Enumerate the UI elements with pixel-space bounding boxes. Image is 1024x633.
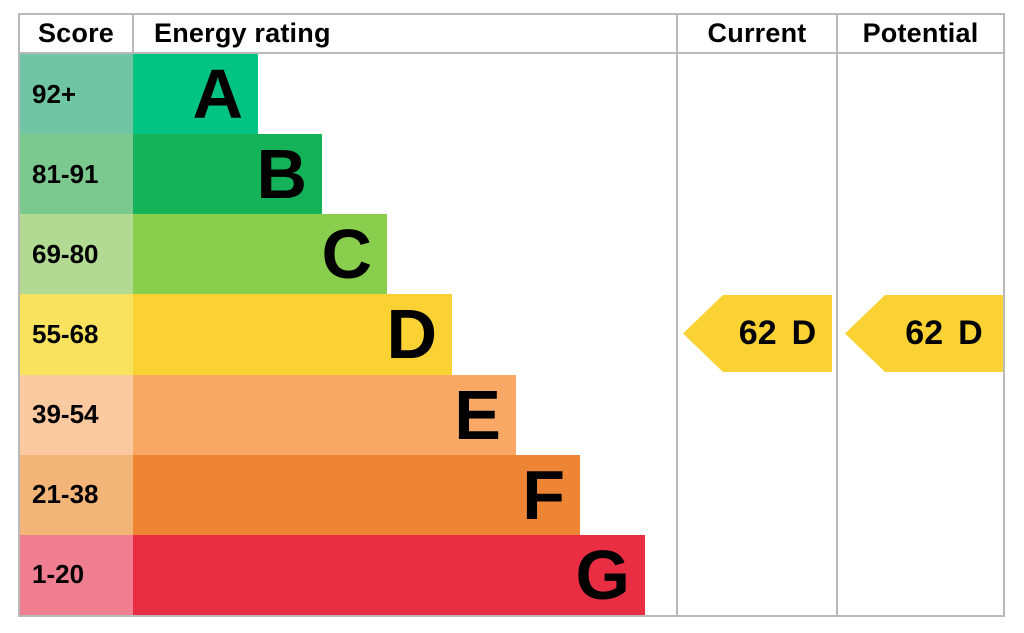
score-range-d: 55-68 [20, 294, 133, 375]
current-rating-letter: D [791, 314, 817, 352]
band-row-g: 1-20 G [20, 534, 676, 615]
score-range-c: 69-80 [20, 214, 133, 295]
header-divider-line [20, 52, 1003, 54]
band-bar-a: A [133, 54, 258, 135]
band-row-d: 55-68 D [20, 294, 676, 375]
potential-column-divider-line [836, 15, 838, 615]
band-row-e: 39-54 E [20, 374, 676, 455]
potential-rating-score: 62 [905, 314, 944, 352]
current-column-divider-line [676, 15, 678, 615]
potential-rating-arrow: 62 D [845, 295, 1003, 372]
score-range-e: 39-54 [20, 374, 133, 455]
band-rows: 92+ A 81-91 B 69-80 C 55-68 D 39-54 E 21… [20, 54, 676, 615]
column-header-energy-rating: Energy rating [154, 18, 331, 48]
band-bar-d: D [133, 294, 452, 375]
current-rating-score: 62 [738, 314, 777, 352]
score-range-a: 92+ [20, 54, 133, 135]
column-header-score: Score [37, 18, 115, 48]
potential-rating-letter: D [958, 314, 983, 352]
epc-table: Score Energy rating Current Potential 92… [18, 13, 1005, 617]
band-bar-c: C [133, 214, 387, 295]
column-header-current: Current [707, 18, 807, 48]
band-row-c: 69-80 C [20, 214, 676, 295]
column-header-potential: Potential [862, 18, 979, 48]
band-row-b: 81-91 B [20, 134, 676, 215]
score-range-b: 81-91 [20, 134, 133, 215]
score-range-g: 1-20 [20, 534, 133, 615]
score-column-divider-line [132, 15, 134, 52]
band-bar-e: E [133, 374, 516, 455]
band-bar-b: B [133, 134, 322, 215]
band-bar-f: F [133, 454, 580, 535]
band-row-f: 21-38 F [20, 454, 676, 535]
band-bar-g: G [133, 534, 645, 615]
band-row-a: 92+ A [20, 54, 676, 135]
current-rating-arrow: 62 D [683, 295, 832, 372]
score-range-f: 21-38 [20, 454, 133, 535]
